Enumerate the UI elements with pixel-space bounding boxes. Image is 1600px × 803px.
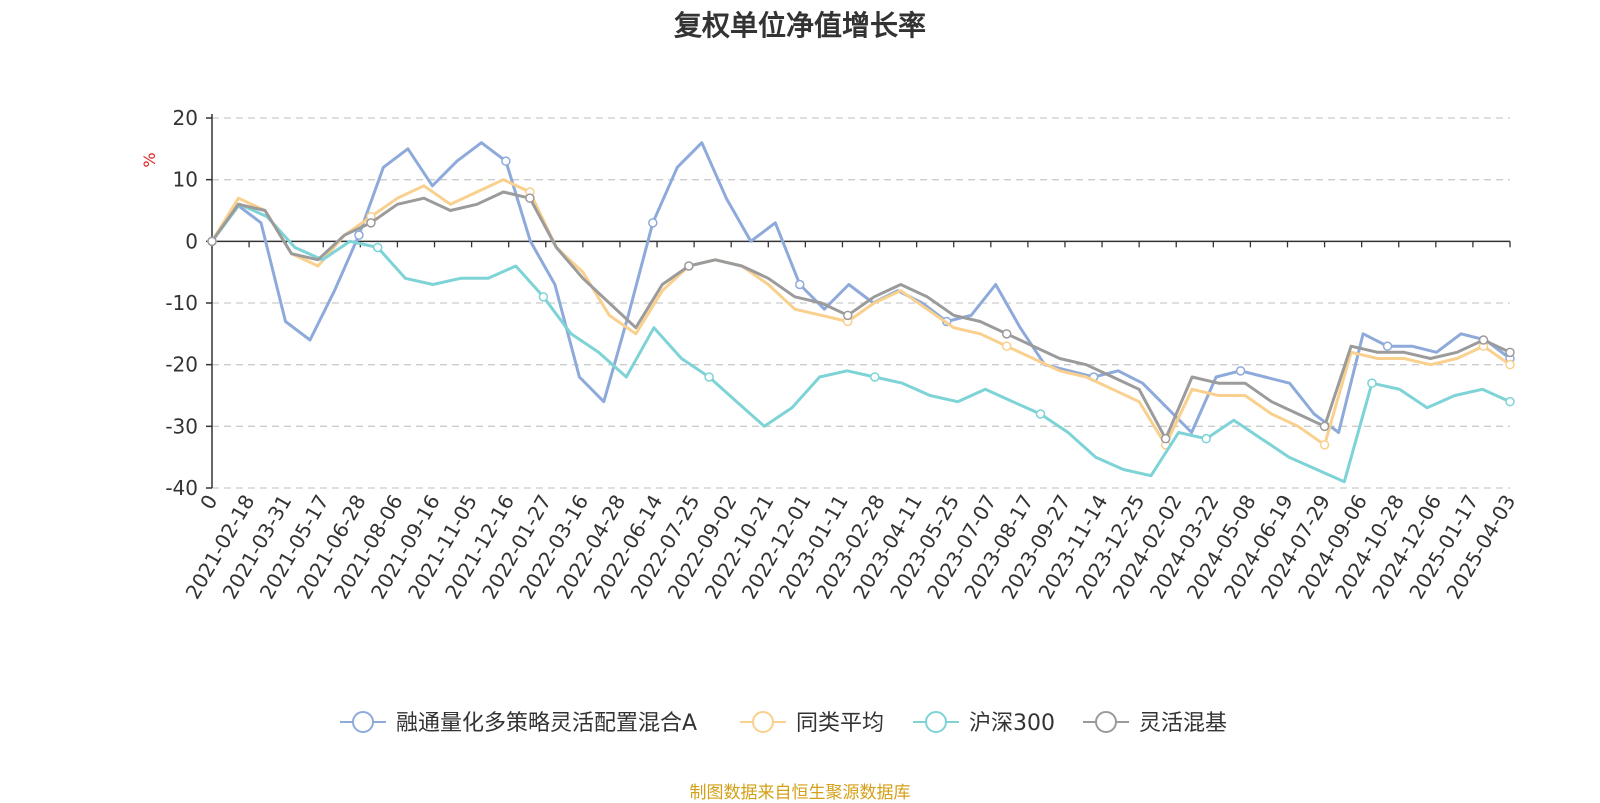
series-point-3	[1001, 329, 1012, 339]
y-tick-label: -30	[165, 414, 198, 438]
series-point-1	[1001, 341, 1012, 351]
series-point-3	[1505, 347, 1515, 358]
series-lines	[207, 141, 1515, 484]
grid-lines	[212, 117, 1510, 489]
legend-item-3[interactable]: 灵活混基	[1083, 711, 1227, 736]
legend-swatch-marker	[752, 711, 774, 733]
legend-label: 沪深300	[969, 711, 1055, 736]
legend-label: 灵活混基	[1139, 711, 1227, 736]
legend-label: 融通量化多策略灵活配置混合A	[396, 711, 697, 736]
chart-title: 复权单位净值增长率	[673, 9, 926, 42]
y-tick-label: -40	[165, 476, 198, 500]
series-line-2	[210, 202, 1511, 484]
series-point-3	[525, 193, 535, 203]
series-point-0	[795, 279, 805, 290]
legend-swatch-marker	[925, 711, 947, 733]
x-tick-label: 0	[195, 491, 222, 514]
series-point-0	[1235, 366, 1246, 376]
series-point-2	[1201, 433, 1211, 444]
series-point-0	[501, 156, 511, 166]
series-point-2	[870, 372, 880, 382]
legend-item-2[interactable]: 沪深300	[913, 711, 1055, 736]
series-point-0	[648, 218, 658, 228]
series-point-3	[1160, 433, 1171, 444]
series-line-3	[210, 190, 1511, 441]
series-point-3	[207, 236, 217, 247]
series-line-0	[210, 141, 1511, 434]
series-point-2	[1035, 409, 1046, 419]
series-point-2	[704, 372, 714, 382]
legend-item-0[interactable]: 融通量化多策略灵活配置混合A	[340, 711, 697, 736]
series-point-0	[1382, 341, 1393, 351]
series-point-2	[1505, 396, 1515, 407]
y-tick-label: -20	[165, 353, 198, 377]
series-point-1	[1319, 440, 1330, 450]
series-point-3	[1478, 335, 1489, 345]
series-point-3	[1319, 421, 1330, 432]
line-chart: 20100-10-20-30-4002021-02-182021-03-3120…	[140, 106, 1520, 736]
series-point-3	[366, 218, 376, 228]
y-tick-label: 0	[185, 229, 198, 253]
series-line-1	[210, 178, 1511, 447]
series-point-0	[354, 230, 364, 240]
series-point-1	[1505, 359, 1515, 370]
y-tick-label: -10	[165, 291, 198, 315]
series-point-2	[1367, 378, 1377, 388]
axes: 20100-10-20-30-4002021-02-182021-03-3120…	[165, 106, 1520, 603]
legend-swatch-marker	[352, 711, 374, 733]
source-note: 制图数据来自恒生聚源数据库	[689, 783, 911, 803]
legend-swatch-marker	[1095, 711, 1117, 733]
y-axis-unit-label: %	[140, 152, 159, 167]
y-tick-label: 10	[173, 168, 198, 192]
series-point-2	[538, 292, 549, 302]
series-point-3	[684, 261, 694, 271]
legend-item-1[interactable]: 同类平均	[740, 711, 884, 736]
y-tick-label: 20	[173, 106, 198, 130]
legend-label: 同类平均	[796, 711, 884, 736]
series-point-2	[372, 242, 383, 253]
legend: 融通量化多策略灵活配置混合A 同类平均 沪深300 灵活混基	[340, 711, 1227, 736]
series-point-3	[843, 310, 853, 321]
